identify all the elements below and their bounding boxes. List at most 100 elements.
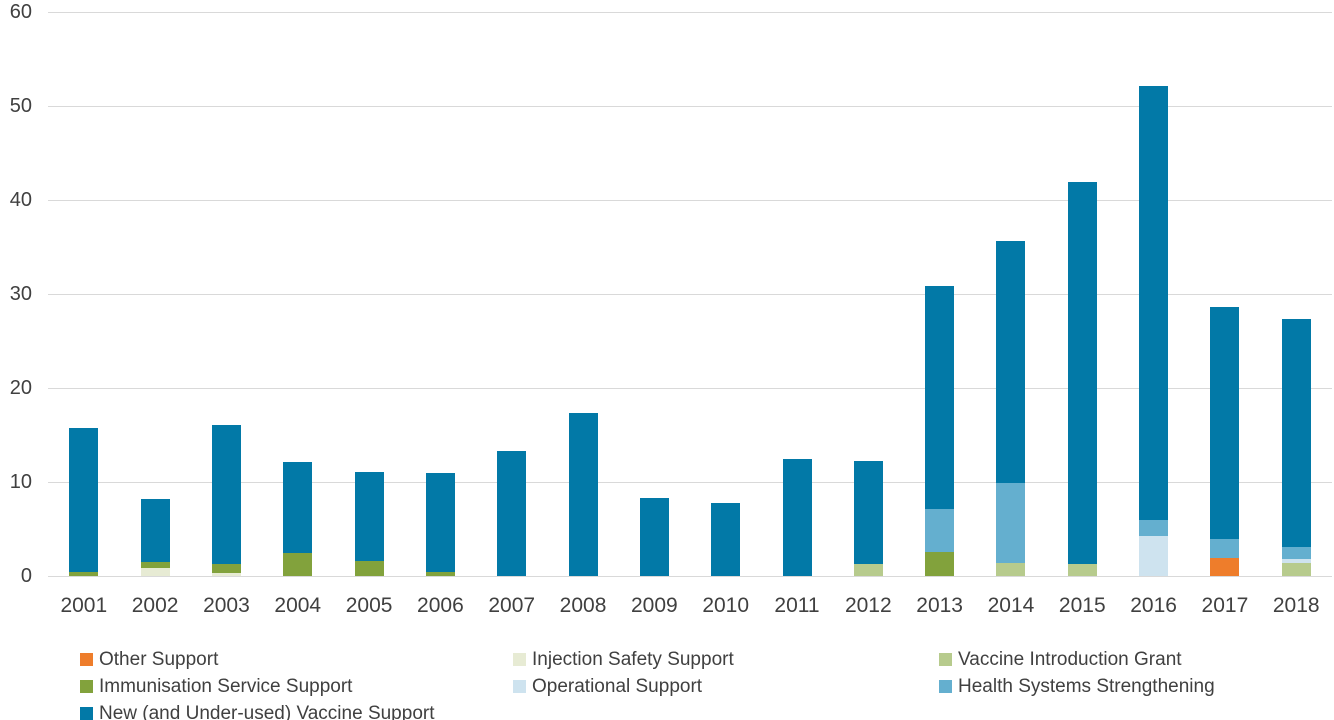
bar-segment-2002-new-and-under-used-vaccine-support [140,498,170,562]
bar-2005 [354,471,384,576]
x-axis-label-2004: 2004 [274,594,322,617]
x-axis-label-2017: 2017 [1201,594,1249,617]
y-axis-label-10: 10 [9,471,32,493]
x-axis-label-2014: 2014 [987,594,1035,617]
bar-2015 [1067,182,1097,576]
legend-swatch-new-and-under-used-vaccine-support [80,707,93,720]
bar-segment-2016-new-and-under-used-vaccine-support [1139,86,1169,520]
gridline-10 [48,481,1332,483]
bar-segment-2012-new-and-under-used-vaccine-support [853,461,883,564]
bar-segment-2011-new-and-under-used-vaccine-support [782,458,812,576]
gridline-40 [48,199,1332,201]
gridline-0 [48,575,1332,577]
x-axis-label-2011: 2011 [774,594,820,617]
bar-segment-2009-new-and-under-used-vaccine-support [639,497,669,576]
bar-segment-2015-new-and-under-used-vaccine-support [1067,182,1097,564]
bar-segment-2012-vaccine-introduction-grant [853,563,883,576]
bar-segment-2005-new-and-under-used-vaccine-support [354,471,384,561]
bar-segment-2007-new-and-under-used-vaccine-support [497,450,527,576]
bar-segment-2018-vaccine-introduction-grant [1281,562,1311,576]
x-axis-label-2013: 2013 [916,594,963,617]
bar-segment-2015-vaccine-introduction-grant [1067,563,1097,576]
bar-2002 [140,498,170,576]
x-axis-label-2018: 2018 [1272,594,1320,617]
y-axis-label-0: 0 [20,565,32,587]
bar-2012 [853,461,883,576]
x-axis-label-2005: 2005 [345,594,393,617]
bar-segment-2018-new-and-under-used-vaccine-support [1281,319,1311,547]
gridline-20 [48,387,1332,389]
bar-segment-2004-immunisation-service-support [283,552,313,576]
gridline-30 [48,293,1332,295]
bar-segment-2001-immunisation-service-support [69,572,99,576]
gridline-60 [48,11,1332,13]
legend-item-vaccine-introduction-grant: Vaccine Introduction Grant [939,646,1334,673]
legend-swatch-health-systems-strengthening [939,680,952,693]
legend-label-immunisation-service-support: Immunisation Service Support [99,675,353,697]
legend-item-health-systems-strengthening: Health Systems Strengthening [939,673,1334,700]
bar-segment-2002-immunisation-service-support [140,561,170,568]
bar-segment-2003-injection-safety-support [211,573,241,576]
bar-segment-2017-new-and-under-used-vaccine-support [1210,307,1240,540]
y-axis-label-50: 50 [9,95,32,117]
bar-segment-2013-new-and-under-used-vaccine-support [925,285,955,510]
bar-segment-2006-immunisation-service-support [425,572,455,576]
legend: Other Support Injection Safety Support Vac… [80,646,1334,720]
bar-2011 [782,458,812,576]
bar-2001 [69,427,99,576]
bar-segment-2004-new-and-under-used-vaccine-support [283,462,313,553]
x-axis-label-2012: 2012 [844,594,892,617]
legend-label-health-systems-strengthening: Health Systems Strengthening [958,675,1215,697]
y-axis-label-30: 30 [9,283,32,305]
legend-label-operational-support: Operational Support [532,675,703,697]
x-axis-label-2006: 2006 [417,594,464,617]
legend-item-other-support: Other Support [80,646,513,673]
gridline-50 [48,105,1332,107]
bar-2013 [925,285,955,576]
bar-segment-2017-other-support [1210,558,1240,576]
legend-label-injection-safety-support: Injection Safety Support [532,648,734,670]
x-axis-label-2008: 2008 [559,594,607,617]
legend-item-new-and-under-used-vaccine-support: New (and Under-used) Vaccine Support [80,700,513,720]
y-axis-label-40: 40 [9,189,32,211]
bar-segment-2003-new-and-under-used-vaccine-support [211,424,241,564]
bar-2016 [1139,86,1169,576]
legend-label-vaccine-introduction-grant: Vaccine Introduction Grant [958,648,1182,670]
bar-segment-2016-health-systems-strengthening [1139,519,1169,536]
legend-label-new-and-under-used-vaccine-support: New (and Under-used) Vaccine Support [99,702,435,720]
bar-2010 [711,502,741,576]
x-axis-label-2001: 2001 [60,594,108,617]
x-axis-label-2003: 2003 [203,594,250,617]
bar-segment-2018-health-systems-strengthening [1281,546,1311,560]
bar-2017 [1210,307,1240,576]
bar-2009 [639,497,669,576]
x-axis-label-2015: 2015 [1058,594,1106,617]
bar-segment-2016-operational-support [1139,535,1169,576]
x-axis-label-2007: 2007 [488,594,536,617]
bar-segment-2008-new-and-under-used-vaccine-support [568,413,598,576]
bar-segment-2003-immunisation-service-support [211,563,241,574]
bar-segment-2014-health-systems-strengthening [996,482,1026,563]
bar-segment-2018-operational-support [1281,559,1311,563]
bar-segment-2005-immunisation-service-support [354,560,384,576]
legend-swatch-vaccine-introduction-grant [939,653,952,666]
bar-segment-2017-health-systems-strengthening [1210,539,1240,559]
legend-swatch-immunisation-service-support [80,680,93,693]
bar-2014 [996,241,1026,576]
bar-2018 [1281,319,1311,576]
bar-2004 [283,462,313,576]
y-axis-label-20: 20 [9,377,32,399]
bar-segment-2013-immunisation-service-support [925,551,955,576]
bar-segment-2001-new-and-under-used-vaccine-support [69,427,99,573]
bar-segment-2014-vaccine-introduction-grant [996,562,1026,576]
legend-label-other-support: Other Support [99,648,219,670]
x-axis-label-2002: 2002 [131,594,179,617]
bar-segment-2013-health-systems-strengthening [925,509,955,552]
bar-2003 [211,424,241,576]
legend-swatch-operational-support [513,680,526,693]
legend-swatch-other-support [80,653,93,666]
bar-2006 [425,472,455,576]
bar-segment-2006-new-and-under-used-vaccine-support [425,472,455,573]
bar-segment-2014-new-and-under-used-vaccine-support [996,241,1026,483]
